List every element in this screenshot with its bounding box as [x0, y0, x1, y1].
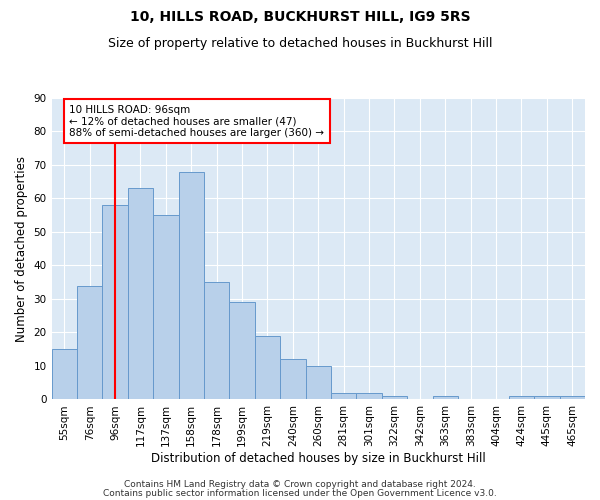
Bar	[103, 205, 128, 400]
Bar	[331, 393, 356, 400]
Bar	[356, 393, 382, 400]
Bar	[204, 282, 229, 400]
Bar	[560, 396, 585, 400]
Bar	[433, 396, 458, 400]
Bar	[153, 215, 179, 400]
Text: Contains public sector information licensed under the Open Government Licence v3: Contains public sector information licen…	[103, 488, 497, 498]
Bar	[255, 336, 280, 400]
Y-axis label: Number of detached properties: Number of detached properties	[15, 156, 28, 342]
Bar	[179, 172, 204, 400]
Text: Size of property relative to detached houses in Buckhurst Hill: Size of property relative to detached ho…	[108, 38, 492, 51]
Bar	[77, 286, 103, 400]
Bar	[382, 396, 407, 400]
Bar	[509, 396, 534, 400]
Text: 10, HILLS ROAD, BUCKHURST HILL, IG9 5RS: 10, HILLS ROAD, BUCKHURST HILL, IG9 5RS	[130, 10, 470, 24]
Text: Contains HM Land Registry data © Crown copyright and database right 2024.: Contains HM Land Registry data © Crown c…	[124, 480, 476, 489]
Bar	[52, 349, 77, 400]
Bar	[280, 360, 305, 400]
Text: 10 HILLS ROAD: 96sqm
← 12% of detached houses are smaller (47)
88% of semi-detac: 10 HILLS ROAD: 96sqm ← 12% of detached h…	[70, 104, 325, 138]
Bar	[229, 302, 255, 400]
Bar	[534, 396, 560, 400]
Bar	[128, 188, 153, 400]
Bar	[305, 366, 331, 400]
X-axis label: Distribution of detached houses by size in Buckhurst Hill: Distribution of detached houses by size …	[151, 452, 485, 465]
